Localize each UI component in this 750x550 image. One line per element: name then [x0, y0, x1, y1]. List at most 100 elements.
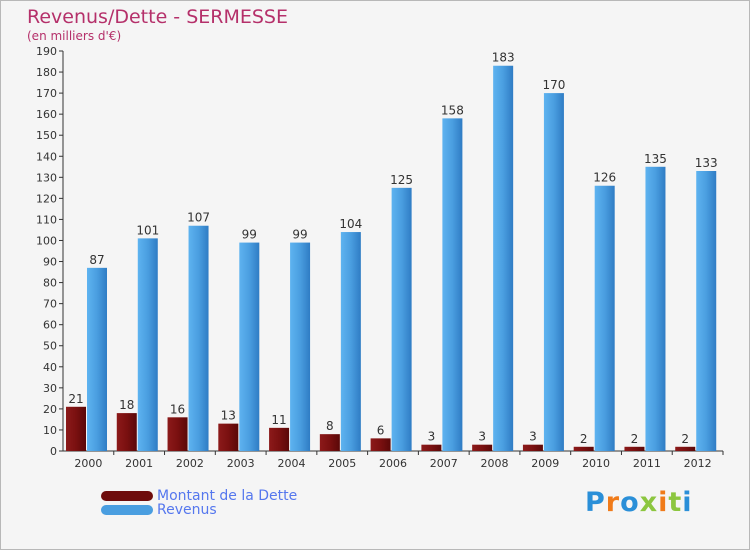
- logo-letter: i: [682, 487, 693, 518]
- data-label-revenus: 133: [695, 156, 718, 170]
- y-tick-label: 100: [36, 234, 57, 247]
- y-tick-label: 60: [43, 319, 57, 332]
- y-tick-label: 50: [43, 340, 57, 353]
- bar-revenus: [188, 225, 209, 451]
- logo-letter: t: [668, 487, 683, 518]
- bar-dette: [167, 417, 188, 451]
- logo-letter: o: [620, 487, 640, 518]
- bar-dette: [269, 427, 290, 451]
- y-tick-label: 40: [43, 361, 57, 374]
- bar-dette: [370, 438, 391, 451]
- y-tick-label: 30: [43, 382, 57, 395]
- bar-dette: [522, 444, 543, 451]
- bar-dette: [116, 413, 137, 451]
- data-label-revenus: 135: [644, 152, 667, 166]
- y-tick-label: 130: [36, 171, 57, 184]
- data-label-dette: 2: [681, 432, 689, 446]
- x-tick-label: 2005: [328, 457, 356, 470]
- data-label-dette: 3: [478, 430, 486, 444]
- data-label-dette: 2: [631, 432, 639, 446]
- x-tick-label: 2009: [531, 457, 559, 470]
- bar-revenus: [137, 238, 158, 451]
- legend-swatch-revenus: [101, 505, 153, 515]
- y-tick-label: 0: [50, 445, 57, 458]
- y-tick-label: 80: [43, 277, 57, 290]
- y-tick-label: 190: [36, 45, 57, 58]
- data-label-revenus: 104: [339, 217, 362, 231]
- bar-dette: [472, 444, 493, 451]
- x-tick-label: 2002: [176, 457, 204, 470]
- y-tick-label: 110: [36, 213, 57, 226]
- data-label-revenus: 125: [390, 173, 413, 187]
- data-label-revenus: 170: [542, 78, 565, 92]
- bar-revenus: [290, 242, 311, 451]
- legend-item-dette: Montant de la Dette: [101, 488, 297, 504]
- bar-revenus: [645, 166, 666, 451]
- x-tick-label: 2004: [277, 457, 305, 470]
- logo-letter: i: [658, 487, 669, 518]
- data-label-dette: 8: [326, 419, 334, 433]
- y-tick-label: 20: [43, 403, 57, 416]
- x-tick-label: 2011: [633, 457, 661, 470]
- bar-dette: [624, 446, 645, 451]
- proxiti-logo: Proxiti: [585, 487, 693, 518]
- y-tick-label: 70: [43, 298, 57, 311]
- chart-subtitle: (en milliers d'€): [27, 29, 122, 43]
- bar-dette: [421, 444, 442, 451]
- data-label-revenus: 101: [136, 223, 159, 237]
- legend-label-dette: Montant de la Dette: [157, 488, 298, 504]
- bar-revenus: [87, 267, 107, 451]
- y-tick-label: 170: [36, 87, 57, 100]
- data-label-dette: 11: [271, 413, 286, 427]
- logo-letter: r: [605, 487, 621, 518]
- legend-label-revenus: Revenus: [157, 502, 217, 518]
- chart-title: Revenus/Dette - SERMESSE: [27, 6, 288, 28]
- data-label-dette: 6: [377, 423, 385, 437]
- data-label-revenus: 99: [242, 228, 257, 242]
- bar-revenus: [391, 187, 412, 451]
- bar-dette: [218, 423, 239, 451]
- data-label-dette: 16: [170, 402, 185, 416]
- y-tick-label: 120: [36, 192, 57, 205]
- y-tick-label: 90: [43, 256, 57, 269]
- x-tick-label: 2000: [74, 457, 102, 470]
- x-tick-label: 2008: [481, 457, 509, 470]
- bar-revenus: [442, 118, 463, 452]
- x-tick-label: 2001: [125, 457, 153, 470]
- data-label-revenus: 183: [492, 51, 515, 65]
- data-label-dette: 13: [221, 409, 236, 423]
- x-tick-label: 2010: [582, 457, 610, 470]
- data-label-dette: 18: [119, 398, 134, 412]
- x-tick-label: 2003: [227, 457, 255, 470]
- data-label-revenus: 158: [441, 103, 464, 117]
- bar-dette: [573, 446, 594, 451]
- bar-dette: [66, 406, 86, 451]
- bar-revenus: [340, 232, 361, 451]
- logo-letter: P: [585, 487, 606, 518]
- data-label-dette: 3: [428, 430, 436, 444]
- x-tick-label: 2006: [379, 457, 407, 470]
- x-tick-label: 2007: [430, 457, 458, 470]
- bar-revenus: [543, 93, 564, 452]
- data-label-revenus: 87: [89, 253, 104, 267]
- legend-swatch-dette: [101, 491, 153, 501]
- data-label-revenus: 107: [187, 211, 210, 225]
- data-label-dette: 2: [580, 432, 588, 446]
- y-tick-label: 140: [36, 150, 57, 163]
- data-label-dette: 21: [68, 392, 83, 406]
- bar-dette: [319, 434, 340, 451]
- bar-revenus: [493, 65, 514, 451]
- data-label-dette: 3: [529, 430, 537, 444]
- y-tick-label: 160: [36, 108, 57, 121]
- data-label-revenus: 126: [593, 171, 616, 185]
- y-tick-label: 180: [36, 66, 57, 79]
- y-tick-label: 10: [43, 424, 57, 437]
- bar-revenus: [239, 242, 260, 451]
- logo-letter: x: [639, 487, 659, 518]
- bar-revenus: [696, 171, 717, 451]
- y-tick-label: 150: [36, 129, 57, 142]
- bar-revenus: [594, 185, 615, 451]
- data-label-revenus: 99: [292, 228, 307, 242]
